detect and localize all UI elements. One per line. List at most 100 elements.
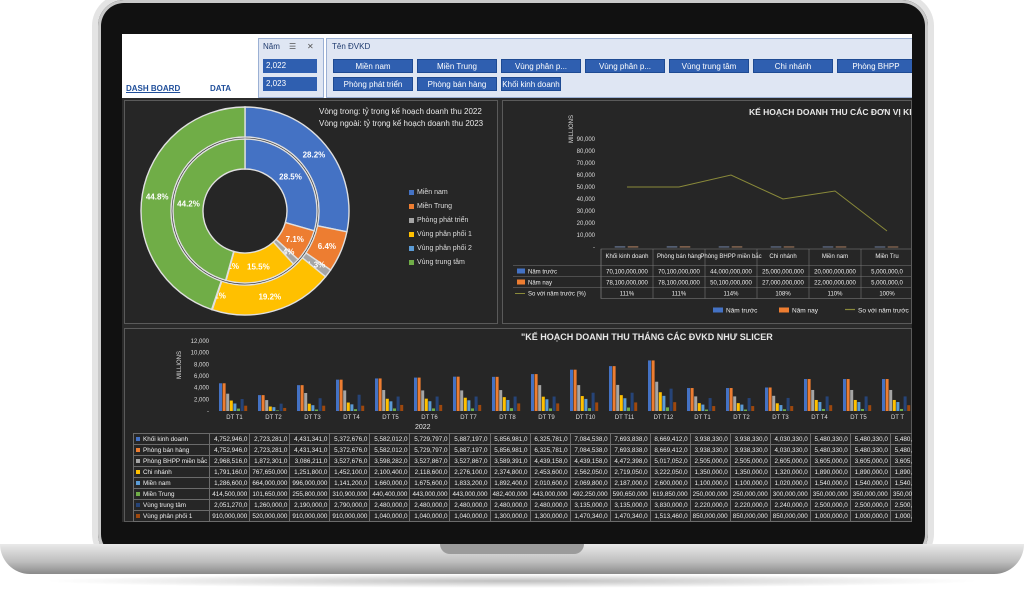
- monthly-bar[interactable]: [435, 396, 439, 411]
- monthly-bar[interactable]: [510, 408, 513, 411]
- monthly-bar[interactable]: [460, 390, 464, 411]
- monthly-bar[interactable]: [531, 374, 534, 411]
- monthly-bar[interactable]: [545, 399, 549, 411]
- monthly-bar[interactable]: [428, 401, 432, 411]
- monthly-bar[interactable]: [814, 399, 818, 411]
- monthly-bar[interactable]: [495, 376, 499, 411]
- monthly-bar[interactable]: [400, 404, 404, 411]
- monthly-bar[interactable]: [304, 392, 308, 411]
- monthly-bar[interactable]: [697, 403, 701, 411]
- monthly-bar[interactable]: [892, 399, 896, 411]
- monthly-bar[interactable]: [655, 381, 659, 411]
- monthly-bar[interactable]: [648, 360, 651, 411]
- monthly-bar[interactable]: [744, 409, 747, 411]
- monthly-bar[interactable]: [424, 398, 428, 411]
- unit-item-phong-bhpp[interactable]: Phòng BHPP: [837, 59, 912, 73]
- monthly-bar[interactable]: [853, 399, 857, 411]
- monthly-bar[interactable]: [233, 403, 237, 411]
- monthly-bar[interactable]: [279, 403, 283, 411]
- monthly-bar[interactable]: [541, 396, 545, 411]
- monthly-bar[interactable]: [712, 406, 716, 411]
- monthly-bar[interactable]: [354, 409, 357, 411]
- monthly-bar[interactable]: [807, 379, 811, 411]
- monthly-bar[interactable]: [534, 374, 538, 411]
- monthly-bar[interactable]: [268, 406, 272, 411]
- monthly-bar[interactable]: [346, 402, 350, 411]
- monthly-bar[interactable]: [343, 390, 347, 411]
- monthly-bar[interactable]: [307, 403, 311, 411]
- monthly-bar[interactable]: [229, 400, 233, 411]
- inner-slice-5[interactable]: [172, 138, 246, 282]
- year-item-2023[interactable]: 2,023: [263, 77, 317, 91]
- monthly-bar[interactable]: [573, 369, 577, 411]
- monthly-bar[interactable]: [513, 396, 517, 411]
- nav-dashboard-link[interactable]: DASH BOARD: [126, 84, 181, 93]
- unit-item-vung-phan-phoi-2[interactable]: Vùng phân p...: [585, 59, 665, 73]
- monthly-bar[interactable]: [478, 404, 482, 411]
- monthly-bar[interactable]: [857, 402, 861, 411]
- monthly-bar[interactable]: [705, 409, 708, 411]
- monthly-bar[interactable]: [467, 400, 471, 411]
- monthly-bar[interactable]: [736, 403, 740, 411]
- monthly-bar[interactable]: [687, 388, 690, 411]
- monthly-bar[interactable]: [439, 404, 443, 411]
- monthly-bar[interactable]: [591, 392, 595, 411]
- monthly-bar[interactable]: [772, 395, 776, 411]
- monthly-bar[interactable]: [350, 404, 354, 411]
- monthly-bar[interactable]: [818, 402, 822, 411]
- monthly-bar[interactable]: [861, 408, 864, 411]
- monthly-bar[interactable]: [609, 366, 612, 411]
- monthly-bar[interactable]: [357, 394, 361, 411]
- monthly-bar[interactable]: [765, 387, 768, 411]
- monthly-bar[interactable]: [474, 396, 478, 411]
- monthly-bar[interactable]: [747, 398, 751, 411]
- monthly-bar[interactable]: [311, 405, 315, 411]
- monthly-bar[interactable]: [339, 379, 343, 411]
- monthly-bar[interactable]: [336, 379, 339, 411]
- monthly-bar[interactable]: [690, 388, 694, 411]
- monthly-bar[interactable]: [751, 406, 755, 411]
- monthly-bar[interactable]: [882, 379, 885, 411]
- monthly-bar[interactable]: [517, 403, 521, 411]
- monthly-bar[interactable]: [790, 406, 794, 411]
- monthly-bar[interactable]: [432, 408, 435, 411]
- monthly-bar[interactable]: [669, 388, 673, 411]
- unit-item-mien-nam[interactable]: Miền nam: [333, 59, 413, 73]
- unit-item-vung-trung-tam[interactable]: Vùng trung tâm: [669, 59, 749, 73]
- monthly-bar[interactable]: [786, 397, 790, 411]
- monthly-bar[interactable]: [506, 399, 510, 411]
- monthly-bar[interactable]: [375, 378, 378, 411]
- monthly-bar[interactable]: [846, 379, 850, 411]
- monthly-bar[interactable]: [463, 397, 467, 411]
- unit-item-vung-phan-phoi-1[interactable]: Vùng phân p...: [501, 59, 581, 73]
- monthly-bar[interactable]: [492, 376, 495, 411]
- monthly-bar[interactable]: [453, 376, 456, 411]
- monthly-bar[interactable]: [226, 393, 230, 411]
- monthly-bar[interactable]: [552, 396, 556, 411]
- monthly-bar[interactable]: [843, 379, 846, 411]
- monthly-bar[interactable]: [283, 407, 287, 411]
- monthly-bar[interactable]: [701, 404, 705, 411]
- monthly-bar[interactable]: [822, 408, 825, 411]
- monthly-bar[interactable]: [297, 385, 300, 411]
- monthly-bar[interactable]: [261, 395, 265, 411]
- monthly-bar[interactable]: [322, 405, 326, 411]
- unit-item-chi-nhanh[interactable]: Chi nhánh: [753, 59, 833, 73]
- monthly-bar[interactable]: [378, 378, 382, 411]
- monthly-bar[interactable]: [811, 389, 815, 411]
- monthly-bar[interactable]: [775, 403, 779, 411]
- monthly-bar[interactable]: [389, 401, 393, 411]
- monthly-bar[interactable]: [740, 404, 744, 411]
- monthly-bar[interactable]: [651, 360, 655, 411]
- unit-item-mien-trung[interactable]: Miền Trung: [417, 59, 497, 73]
- monthly-bar[interactable]: [580, 396, 584, 411]
- monthly-bar[interactable]: [393, 408, 396, 411]
- monthly-bar[interactable]: [900, 408, 903, 411]
- monthly-bar[interactable]: [396, 396, 400, 411]
- monthly-bar[interactable]: [240, 399, 244, 411]
- unit-item-khoi-kinh-doanh[interactable]: Khối kinh doanh: [501, 77, 561, 91]
- monthly-bar[interactable]: [237, 408, 240, 411]
- monthly-bar[interactable]: [850, 389, 854, 411]
- monthly-bar[interactable]: [868, 405, 872, 411]
- monthly-bar[interactable]: [889, 389, 893, 411]
